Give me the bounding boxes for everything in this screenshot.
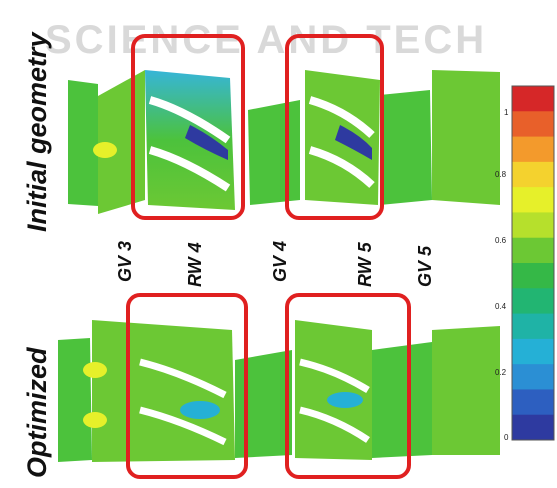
high-zone-gv3-top: [93, 142, 117, 158]
blade-rw4-top-a: [148, 96, 231, 144]
colorbar-segment: [512, 313, 554, 340]
low-zone-rw4-top: [185, 125, 228, 160]
blade-label-gv3: GV 3: [115, 240, 135, 282]
blade-rw4-top-b: [148, 146, 231, 192]
initial-gv3-section: [68, 80, 98, 206]
colorbar-tick-0: 0: [504, 433, 509, 442]
colorbar-tick-0.4: 0.4: [495, 302, 507, 311]
colorbar-frame: [511, 85, 555, 441]
colorbar-segment: [512, 111, 554, 138]
colorbar-segment: [512, 237, 554, 264]
highlight-box-rw5-initial: [285, 34, 384, 220]
colorbar-tick-1: 1: [504, 108, 509, 117]
blade-rw4-bottom-b: [139, 406, 227, 446]
initial-outlet-section: [432, 70, 500, 205]
highlight-box-rw5-optimized: [285, 293, 411, 479]
colorbar-segment: [512, 414, 554, 441]
colorbar-segment: [512, 187, 554, 213]
row-label-optimized: Optimized: [22, 347, 52, 478]
optimized-rw5-section: [295, 320, 372, 460]
colorbar-tick-0.6: 0.6: [495, 236, 507, 245]
colorbar-segment: [512, 338, 554, 365]
colorbar-tick-0.8: 0.8: [495, 170, 507, 179]
colorbar: [511, 85, 555, 441]
blade-rw5-bottom-a: [299, 358, 370, 393]
colorbar-segment: [512, 263, 554, 289]
optimized-passage: [58, 320, 500, 462]
blade-label-rw5: RW 5: [355, 242, 375, 287]
row-label-initial: Initial geometry: [22, 32, 52, 232]
colorbar-segment: [512, 364, 554, 390]
initial-gv4-section: [248, 100, 300, 205]
watermark-text: SCIENCE AND TECH: [45, 18, 488, 62]
highlight-box-rw4-optimized: [126, 293, 248, 479]
mid-zone-rw4-bottom: [180, 401, 220, 419]
optimized-gv5-section: [372, 342, 432, 458]
colorbar-segment: [512, 86, 554, 112]
initial-gv5-section: [380, 90, 432, 205]
colorbar-segment: [512, 161, 554, 188]
optimized-gv3-section: [58, 338, 92, 462]
colorbar-tick-0.2: 0.2: [495, 368, 507, 377]
blade-rw5-top-b: [308, 146, 375, 188]
optimized-outlet-section: [432, 326, 500, 455]
optimized-gv4-section: [235, 350, 292, 458]
colorbar-segment: [512, 288, 554, 315]
blade-rw4-bottom-a: [139, 358, 227, 399]
mid-zone-rw5-bottom: [327, 392, 363, 408]
high-zone-gv3-bottom-2: [83, 412, 107, 428]
blade-label-rw4: RW 4: [185, 242, 205, 287]
blade-label-gv4: GV 4: [270, 240, 290, 282]
highlight-box-rw4-initial: [131, 34, 245, 220]
colorbar-segment: [512, 389, 554, 416]
initial-gv3-vanes: [98, 70, 145, 214]
blade-rw5-top-a: [308, 96, 375, 138]
colorbar-segment: [512, 212, 554, 239]
colorbar-segment: [512, 136, 554, 163]
high-zone-gv3-bottom: [83, 362, 107, 378]
low-zone-rw5-top: [335, 125, 372, 160]
blade-rw5-bottom-b: [299, 406, 370, 443]
blade-label-gv5: GV 5: [415, 245, 435, 287]
